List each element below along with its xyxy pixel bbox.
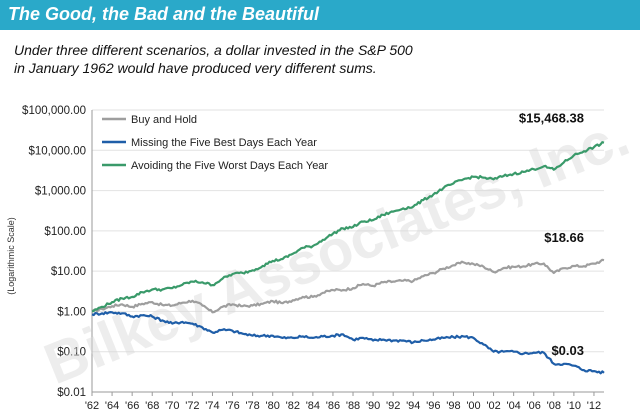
- x-tick-label: '90: [366, 400, 380, 412]
- x-tick-label: '00: [466, 400, 480, 412]
- y-tick-label: $1,000.00: [35, 186, 86, 198]
- series-end-value: $15,468.38: [519, 111, 584, 126]
- x-tick-label: '08: [547, 400, 561, 412]
- legend-label: Buy and Hold: [131, 114, 197, 126]
- x-tick-label: '88: [346, 400, 360, 412]
- x-tick-label: '96: [426, 400, 440, 412]
- x-tick-label: '98: [446, 400, 460, 412]
- x-tick-label: '62: [85, 400, 99, 412]
- end-labels: $18.66 $0.03 $15,468.38: [519, 111, 584, 358]
- x-tick-label: '70: [165, 400, 179, 412]
- title-banner: The Good, the Bad and the Beautiful: [0, 0, 640, 30]
- x-tick-label: '64: [105, 400, 119, 412]
- chart-gridlines: [92, 109, 604, 393]
- x-tick-label: '72: [185, 400, 199, 412]
- y-tick-label: $10.00: [51, 266, 86, 278]
- y-tick-label: $0.10: [57, 347, 86, 359]
- subtitle-line-2: in January 1962 would have produced very…: [14, 60, 377, 76]
- subtitle-line-1: Under three different scenarios, a dolla…: [14, 42, 413, 58]
- x-tick-label: '76: [225, 400, 239, 412]
- x-tick-label: '86: [326, 400, 340, 412]
- y-tick-label: $100.00: [44, 226, 86, 238]
- series-end-value: $18.66: [544, 230, 584, 245]
- x-tick-label: '06: [527, 400, 541, 412]
- x-tick-label: '78: [245, 400, 259, 412]
- y-tick-label: $100,000.00: [22, 105, 86, 117]
- series-line-1: [91, 311, 605, 375]
- y-tick-label: $1.00: [57, 306, 86, 318]
- x-tick-label: '94: [406, 400, 420, 412]
- x-tick-label: '92: [386, 400, 400, 412]
- x-tick-label: '12: [587, 400, 601, 412]
- x-tick-label: '04: [506, 400, 520, 412]
- y-axis-label: (Logarithmic Scale): [6, 217, 16, 295]
- legend-label: Avoiding the Five Worst Days Each Year: [131, 160, 328, 172]
- y-tick-label: $0.01: [57, 387, 86, 399]
- chart-legend: Buy and Hold Missing the Five Best Days E…: [102, 114, 328, 172]
- x-tick-label: '10: [567, 400, 581, 412]
- x-tick-label: '74: [205, 400, 219, 412]
- x-tick-label: '68: [145, 400, 159, 412]
- chart-axes: $100,000.00 $10,000.00 $1,000.00 $100.00 $10…: [22, 105, 604, 412]
- legend-label: Missing the Five Best Days Each Year: [131, 137, 317, 149]
- x-tick-label: '82: [286, 400, 300, 412]
- series-line-2: [91, 141, 605, 313]
- watermark: Bilkey Associates, Inc.: [36, 103, 638, 397]
- series-layer: [91, 141, 605, 375]
- chart-title: The Good, the Bad and the Beautiful: [8, 4, 320, 24]
- x-tick-label: '80: [266, 400, 280, 412]
- x-tick-label: '02: [486, 400, 500, 412]
- y-tick-label: $10,000.00: [28, 145, 86, 157]
- x-tick-label: '84: [306, 400, 320, 412]
- chart-subtitle: Under three different scenarios, a dolla…: [14, 41, 574, 77]
- series-line-0: [91, 258, 605, 314]
- x-tick-label: '66: [125, 400, 139, 412]
- series-end-value: $0.03: [551, 343, 584, 358]
